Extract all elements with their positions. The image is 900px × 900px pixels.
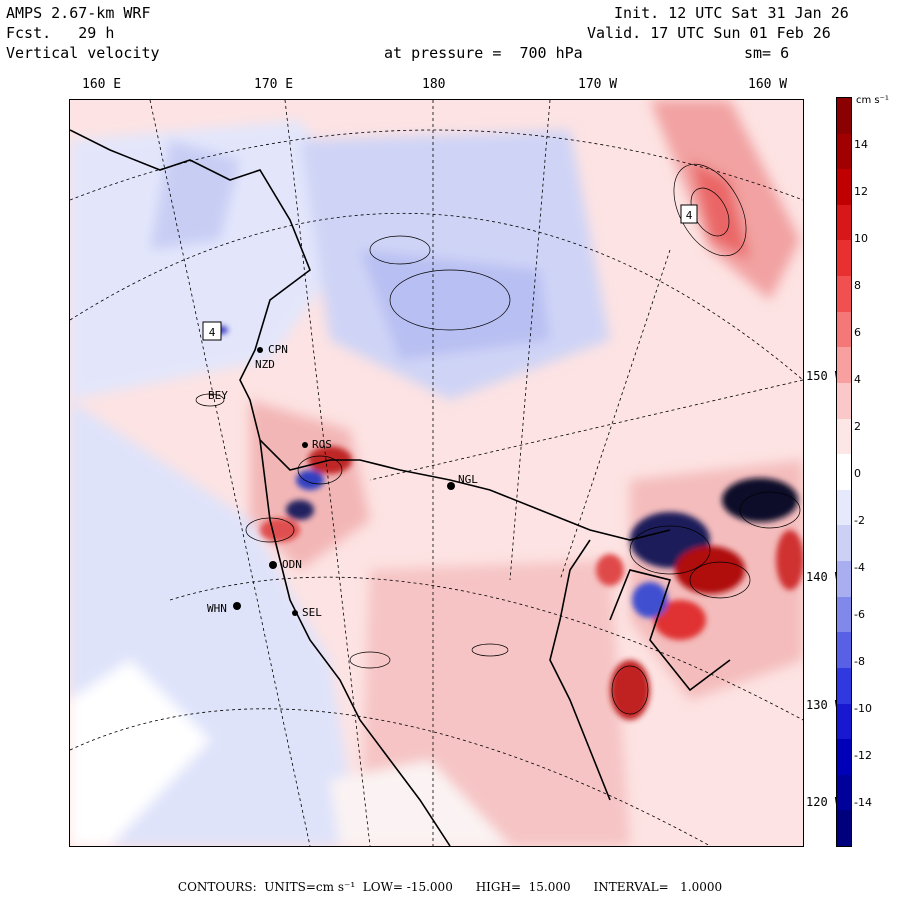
- colorbar-swatch: [837, 276, 851, 313]
- colorbar-tick-label: -10: [854, 702, 872, 715]
- colorbar-tick-label: -14: [854, 796, 872, 809]
- colorbar-tick-label: -2: [854, 514, 865, 527]
- init-time: Init. 12 UTC Sat 31 Jan 26: [614, 4, 849, 22]
- colorbar-tick-label: -4: [854, 561, 865, 574]
- station-cpn: CPN: [268, 343, 288, 356]
- max-box-2: [680, 204, 698, 224]
- colorbar: [836, 97, 852, 847]
- lon-label-160w: 160 W: [748, 77, 788, 92]
- colorbar-unit: cm s⁻¹: [856, 95, 889, 106]
- colorbar-swatch: [837, 347, 851, 384]
- lon-label-170w: 170 W: [578, 77, 618, 92]
- lat-label-130w: 130 W: [805, 698, 844, 712]
- colorbar-swatch: [837, 169, 851, 206]
- colorbar-swatch: [837, 204, 851, 241]
- station-nzd: NZD: [255, 358, 275, 371]
- smoothing: sm= 6: [744, 44, 790, 62]
- colorbar-tick-label: 4: [854, 373, 861, 386]
- field-name: Vertical velocity: [6, 44, 160, 62]
- station-odn: ODN: [282, 558, 302, 571]
- colorbar-swatch: [837, 240, 851, 277]
- station-sel: SEL: [302, 606, 322, 619]
- colorbar-tick-label: 8: [854, 279, 861, 292]
- model-title: AMPS 2.67-km WRF: [6, 4, 151, 22]
- colorbar-swatch: [837, 667, 851, 704]
- colorbar-tick-label: 2: [854, 420, 861, 433]
- colorbar-swatch: [837, 133, 851, 170]
- colorbar-swatch: [837, 98, 851, 135]
- colorbar-tick-label: -8: [854, 655, 865, 668]
- colorbar-swatch: [837, 632, 851, 669]
- station-whn: WHN: [207, 602, 227, 615]
- max-box-1-label: 4: [209, 326, 216, 339]
- station-ros: ROS: [312, 438, 332, 451]
- colorbar-swatch: [837, 311, 851, 348]
- forecast-hour: Fcst. 29 h: [6, 24, 115, 42]
- colorbar-swatch: [837, 810, 851, 847]
- colorbar-swatch: [837, 382, 851, 420]
- lat-label-150w: 150 W: [805, 369, 844, 383]
- max-box-1: [202, 321, 222, 341]
- colorbar-tick-label: 14: [854, 138, 868, 151]
- contour-info: CONTOURS: UNITS=cm s⁻¹ LOW= -15.000 HIGH…: [177, 880, 723, 894]
- valid-time: Valid. 17 UTC Sun 01 Feb 26: [587, 24, 831, 42]
- colorbar-swatch: [837, 454, 851, 491]
- colorbar-swatch: [837, 596, 851, 633]
- colorbar-tick-label: 0: [854, 467, 861, 480]
- lat-label-120w: 120 W: [805, 795, 844, 809]
- colorbar-swatch: [837, 561, 851, 598]
- vertical-velocity-map[interactable]: 4 4 CPN NZD ROS NGL ODN WHN SEL BEY: [69, 99, 804, 847]
- lat-label-140w: 140 W: [805, 570, 844, 584]
- colorbar-swatch: [837, 418, 851, 455]
- pressure-level: at pressure = 700 hPa: [384, 44, 583, 62]
- colorbar-swatch: [837, 774, 851, 811]
- colorbar-swatch: [837, 703, 851, 740]
- station-bey: BEY: [208, 389, 228, 402]
- stations: CPN NZD ROS NGL ODN WHN SEL BEY: [207, 343, 478, 619]
- colorbar-tick-label: 12: [854, 185, 868, 198]
- colorbar-tick-label: -12: [854, 749, 872, 762]
- colorbar-swatch: [837, 525, 851, 562]
- strong-features: [212, 326, 803, 720]
- lon-label-160e: 160 E: [82, 77, 122, 92]
- coastline: [70, 129, 731, 846]
- colorbar-tick-label: 10: [854, 232, 868, 245]
- colorbar-tick-label: -6: [854, 608, 865, 621]
- colorbar-swatch: [837, 489, 851, 526]
- colorbar-tick-label: 6: [854, 326, 861, 339]
- lon-label-180: 180: [422, 77, 446, 92]
- lon-label-170e: 170 E: [254, 77, 294, 92]
- colorbar-swatch: [837, 739, 851, 776]
- station-ngl: NGL: [458, 473, 478, 486]
- max-box-2-label: 4: [686, 209, 693, 222]
- contours: [195, 163, 801, 715]
